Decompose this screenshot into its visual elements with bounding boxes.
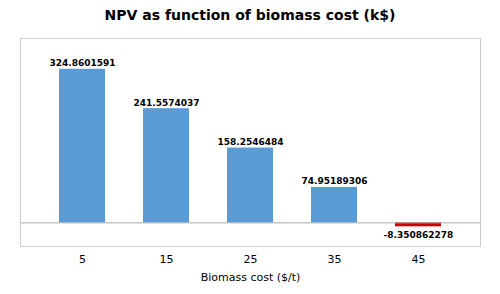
svg-text:241.5574037: 241.5574037 (133, 98, 199, 108)
svg-text:324.8601591: 324.8601591 (49, 58, 115, 68)
svg-text:15: 15 (160, 253, 174, 266)
svg-text:158.2546484: 158.2546484 (217, 137, 283, 147)
svg-text:5: 5 (79, 253, 86, 266)
svg-text:25: 25 (244, 253, 258, 266)
svg-text:45: 45 (412, 253, 426, 266)
svg-text:-8.350862278: -8.350862278 (384, 230, 454, 240)
svg-text:Biomass cost ($/t): Biomass cost ($/t) (201, 271, 301, 284)
svg-text:35: 35 (328, 253, 342, 266)
html-text:NPV as function of biomass cos: NPV as function of biomass cost (k$) (104, 7, 396, 23)
svg-text:74.95189306: 74.95189306 (301, 176, 367, 186)
